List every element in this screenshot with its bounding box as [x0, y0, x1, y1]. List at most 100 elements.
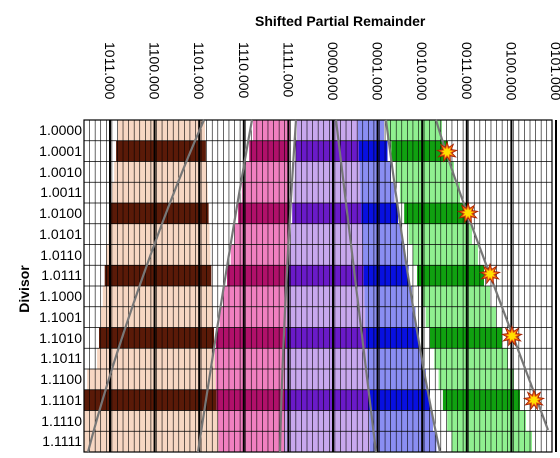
band-cell [362, 223, 402, 245]
row-label: 1.1110 [41, 412, 82, 429]
burst-marker [522, 388, 546, 411]
row-label: 1.1001 [39, 308, 82, 325]
band-cell [292, 203, 362, 224]
band-cell [284, 389, 369, 411]
band-cell [215, 369, 286, 390]
band-cell [391, 140, 448, 162]
band-cell [412, 244, 478, 266]
row-label: 1.1000 [39, 288, 82, 304]
band-cell [438, 369, 514, 390]
band-cell [285, 348, 367, 369]
burst-marker [500, 324, 524, 347]
band-cell [363, 265, 409, 286]
row-label: 1.0111 [41, 267, 82, 284]
band-cell [294, 161, 360, 183]
band-cell [364, 286, 412, 307]
band-cell [295, 140, 359, 162]
band-cell [368, 389, 430, 411]
boundary-curve [384, 119, 442, 453]
y-axis-label: Divisor [16, 265, 32, 313]
row-label: 1.0100 [39, 205, 82, 221]
row-label: 1.0000 [39, 122, 82, 138]
grid-border [83, 119, 553, 453]
band-cell [102, 286, 213, 307]
column-label: 0000.000 [325, 42, 341, 101]
burst-inner [462, 207, 474, 219]
band-cell [214, 348, 286, 369]
band-cell [116, 140, 206, 162]
column-label: 1100.000 [146, 42, 163, 100]
band-cell [293, 182, 361, 203]
band-cell [216, 389, 285, 411]
row-label: 1.0110 [40, 246, 82, 263]
band-cell [249, 140, 290, 162]
boundary-curve [196, 119, 254, 453]
band-cell [227, 265, 288, 286]
band-cell [219, 306, 287, 328]
grid-layer [83, 119, 557, 453]
band-cell [367, 369, 426, 390]
band-cell [289, 244, 363, 266]
band-cell [358, 140, 388, 162]
column-label: 0100.000 [503, 42, 520, 101]
band-cell [238, 203, 289, 224]
column-label: 1101.000 [191, 42, 208, 100]
band-cell [285, 369, 368, 390]
band-cell [442, 389, 520, 411]
band-cell [118, 120, 205, 141]
band-cell [286, 327, 366, 349]
band-cell [112, 182, 208, 203]
band-cell [358, 120, 384, 141]
row-label: 1.0001 [39, 142, 82, 159]
burst-marker [456, 201, 480, 224]
row-label: 1.1111 [42, 433, 82, 450]
band-cell [297, 120, 358, 141]
band-cell [447, 410, 526, 432]
band-cell [110, 203, 209, 224]
burst-inner [528, 394, 540, 406]
figure-title: Shifted Partial Remainder [255, 13, 426, 29]
band-cell [291, 223, 362, 245]
band-cell [421, 286, 490, 307]
band-cell [97, 348, 215, 369]
band-cell [362, 244, 405, 266]
boundary-curve [334, 119, 378, 453]
band-cell [366, 348, 423, 369]
band-cell [288, 265, 364, 286]
band-cell [223, 286, 287, 307]
row-label: 1.1010 [39, 329, 82, 346]
row-label: 1.1101 [40, 391, 82, 408]
band-cell [395, 161, 454, 183]
band-cell [359, 161, 391, 183]
marker-layer [435, 140, 546, 411]
row-label: 1.0101 [39, 225, 82, 242]
row-label: 1.1011 [40, 350, 82, 367]
band-cell [369, 410, 433, 432]
column-label: 0011.000 [458, 42, 475, 100]
burst-inner [441, 146, 453, 158]
column-label: 0001.000 [369, 42, 386, 101]
boundary-curve [278, 119, 298, 453]
burst-marker [435, 140, 459, 163]
band-cell [114, 161, 207, 183]
band-cell [408, 223, 472, 245]
band-cell [370, 431, 437, 452]
band-cell [284, 410, 370, 432]
band-cell [241, 182, 289, 203]
band-cell [387, 120, 442, 141]
band-cell [245, 161, 290, 183]
column-label: 1111.000 [280, 42, 297, 98]
band-cell [451, 431, 532, 452]
column-label: 0010.000 [414, 42, 431, 101]
column-label: 1110.000 [235, 42, 252, 99]
row-label: 1.0011 [40, 184, 82, 201]
column-label: 1011.000 [102, 42, 118, 100]
burst-marker [478, 262, 502, 285]
band-cell [284, 431, 370, 452]
band-cell [287, 286, 365, 307]
band-cell [87, 369, 216, 390]
band-cell [434, 348, 508, 369]
band-cell [286, 306, 366, 328]
row-label: 1.1100 [40, 371, 82, 387]
